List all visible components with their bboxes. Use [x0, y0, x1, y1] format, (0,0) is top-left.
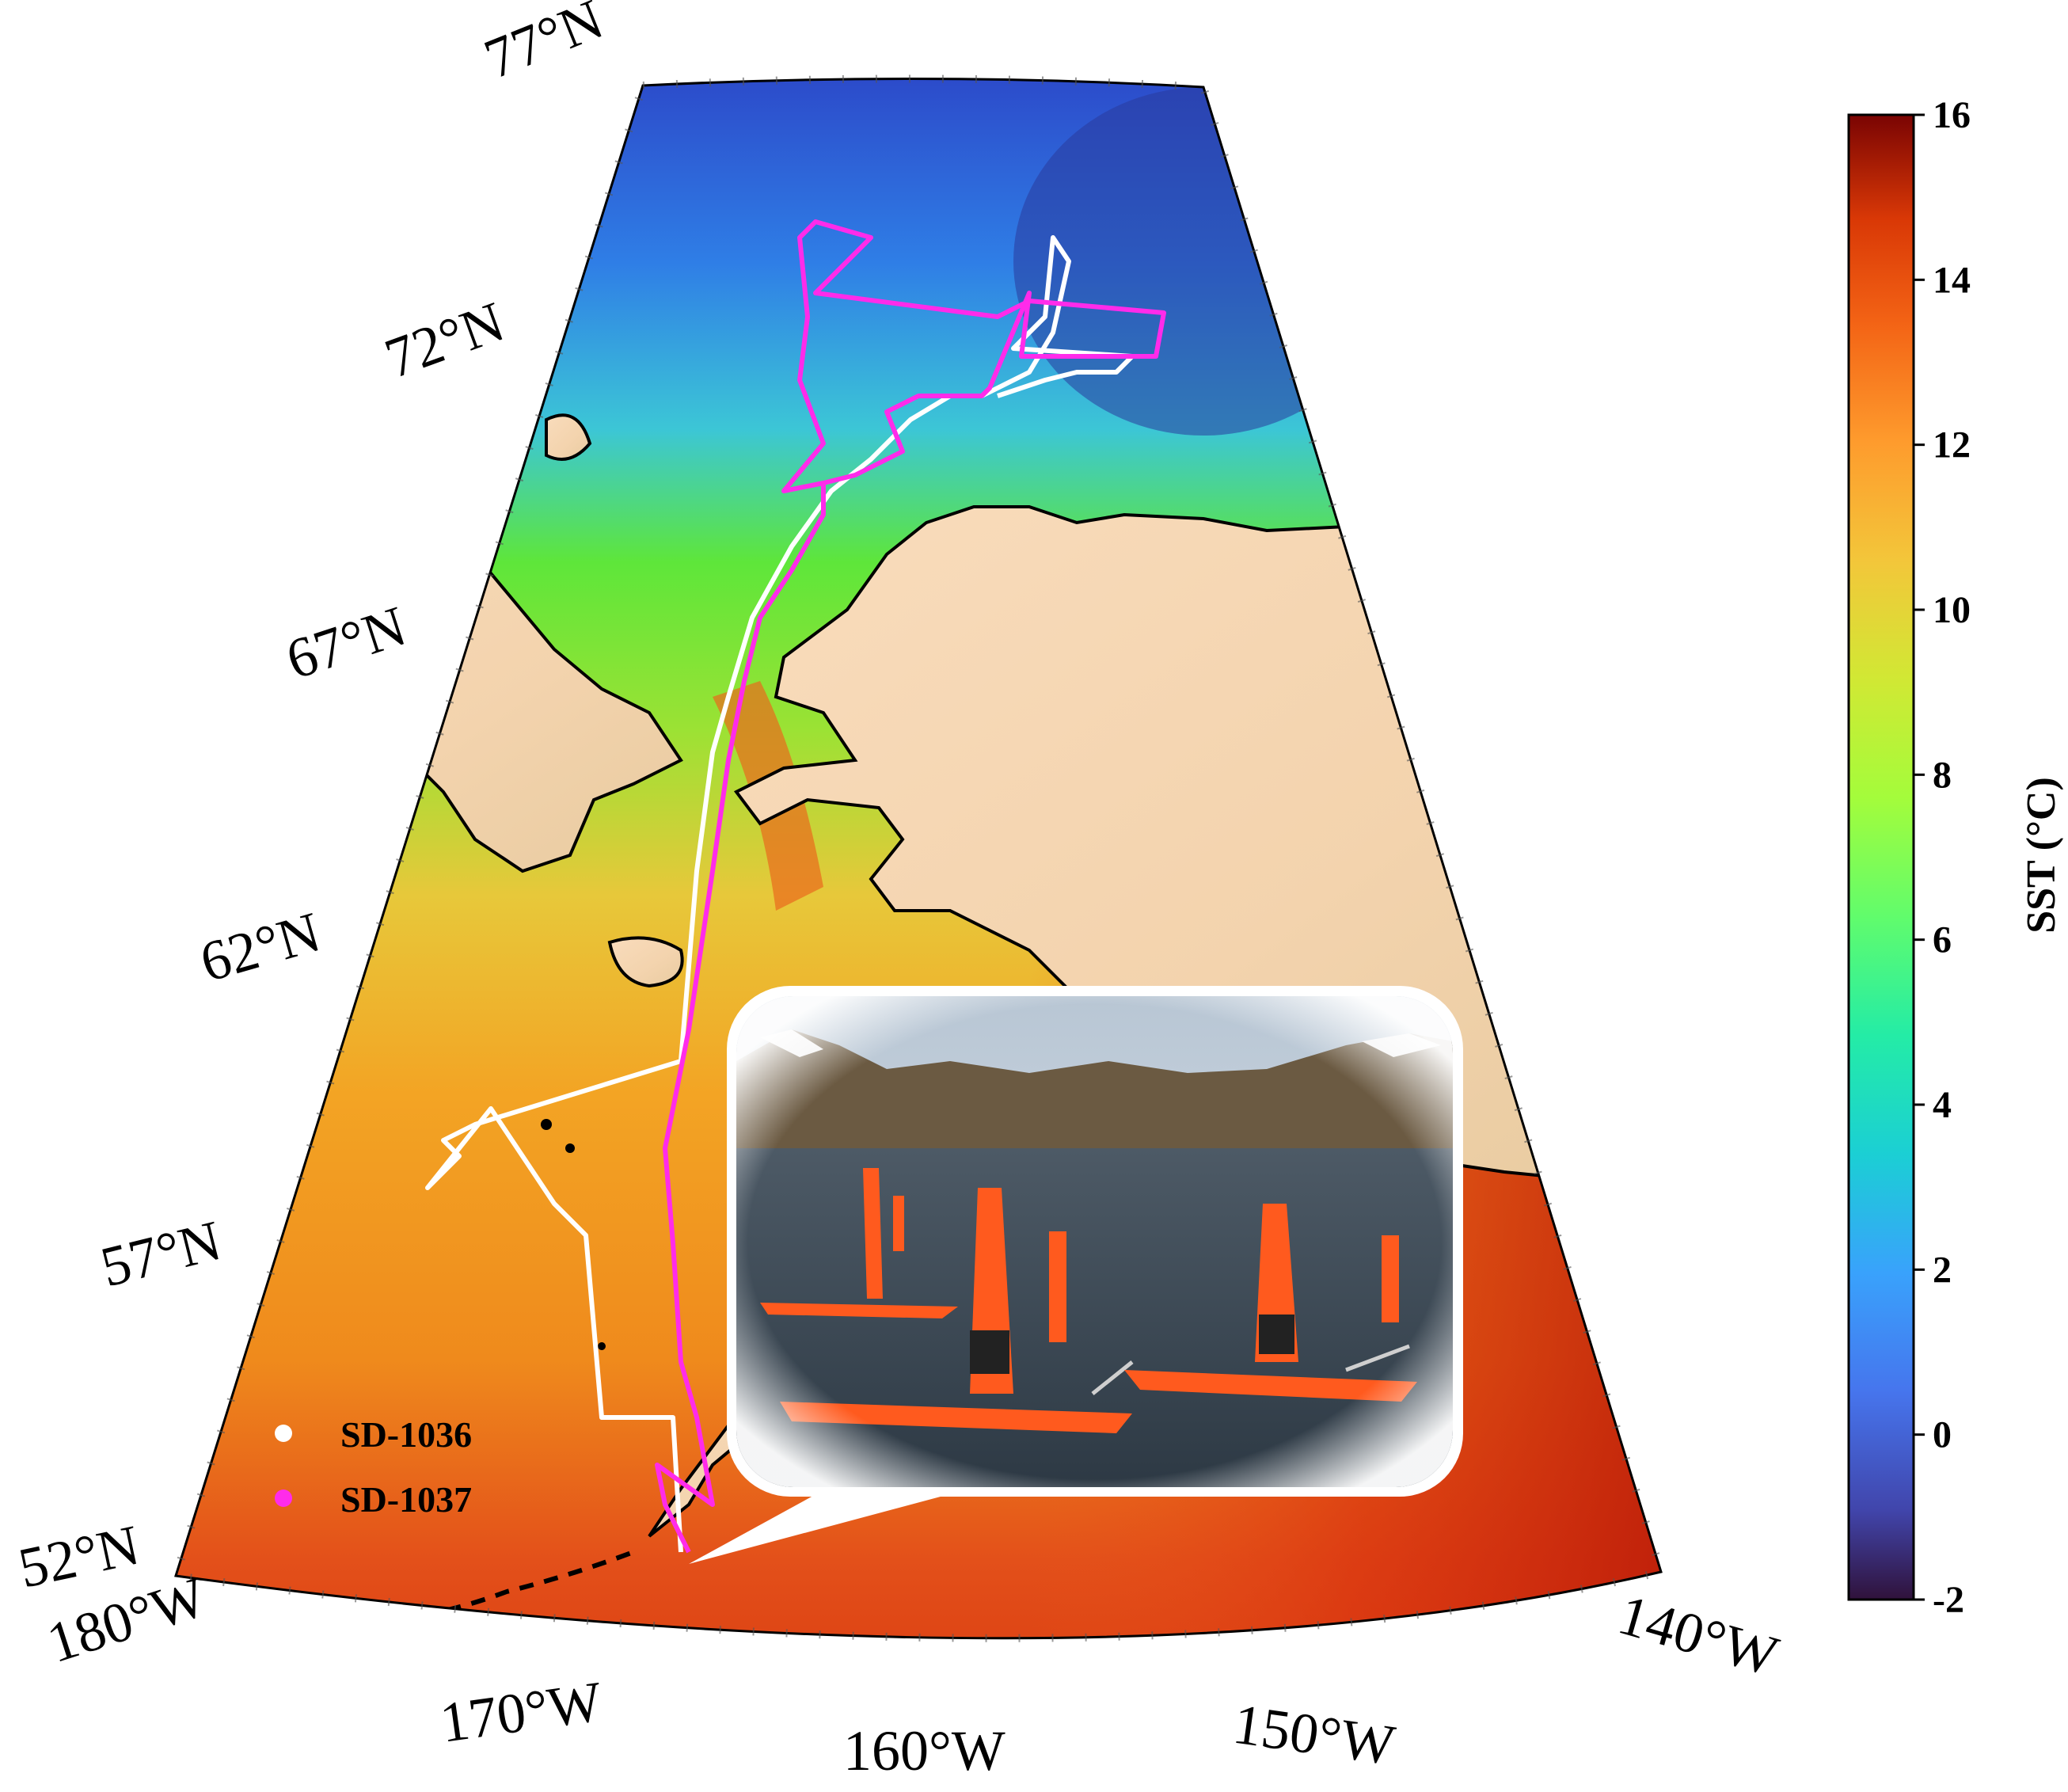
lat-label-57: 57°N	[95, 1208, 228, 1299]
colorbar-tick-label: 2	[1933, 1249, 1952, 1291]
wrangel-island	[545, 413, 592, 461]
inset-vignette	[736, 996, 1453, 1487]
track-legend: SD-1036 SD-1037	[275, 1414, 472, 1520]
island-dot	[565, 1143, 575, 1153]
colorbar-tick-label: 4	[1933, 1084, 1952, 1126]
sd-1037-track	[655, 219, 1166, 1554]
colorbar-tick-label: 0	[1933, 1414, 1952, 1456]
legend-label-sd-1036: SD-1036	[340, 1414, 472, 1455]
sst-colorbar: 16 14 12 10 8 6 4 2 0 -2 SST (°C)	[1847, 94, 2064, 1621]
colorbar-tick-label: 8	[1933, 754, 1952, 796]
lat-label-67: 67°N	[279, 594, 413, 691]
legend-marker-sd-1036	[275, 1425, 292, 1442]
lat-label-62: 62°N	[193, 900, 327, 994]
latitude-labels: 52°N 57°N 62°N 67°N 72°N 77°N	[13, 0, 612, 1600]
lat-label-77: 77°N	[476, 0, 612, 91]
colorbar-gradient	[1847, 113, 1915, 1601]
lon-label-170: 170°W	[436, 1669, 606, 1755]
aleutian-islands	[371, 1550, 635, 1626]
legend-label-sd-1037: SD-1037	[340, 1479, 472, 1520]
lon-label-150: 150°W	[1230, 1692, 1399, 1778]
saildrone-photo-inset	[727, 986, 1463, 1497]
colorbar-ticks: 16 14 12 10 8 6 4 2 0 -2	[1914, 94, 1971, 1621]
sd-1036-track	[425, 235, 1135, 1553]
legend-marker-sd-1037	[275, 1490, 292, 1507]
colorbar-tick-label: 12	[1933, 424, 1971, 466]
map-frame	[174, 77, 1663, 1640]
island-dot	[598, 1342, 606, 1350]
colorbar-title: SST (°C)	[2019, 777, 2064, 934]
lon-label-140: 140°W	[1612, 1582, 1785, 1687]
colorbar-tick-label: 16	[1933, 94, 1971, 136]
island-dot	[541, 1119, 552, 1130]
colorbar-tick-label: 14	[1933, 259, 1971, 301]
colorbar-tick-label: 6	[1933, 919, 1952, 961]
lat-label-72: 72°N	[377, 290, 512, 390]
colorbar-tick-label: 10	[1933, 589, 1971, 631]
colorbar-tick-label: -2	[1933, 1579, 1964, 1621]
st-lawrence-island	[607, 936, 684, 988]
lon-label-160: 160°W	[843, 1719, 1005, 1782]
